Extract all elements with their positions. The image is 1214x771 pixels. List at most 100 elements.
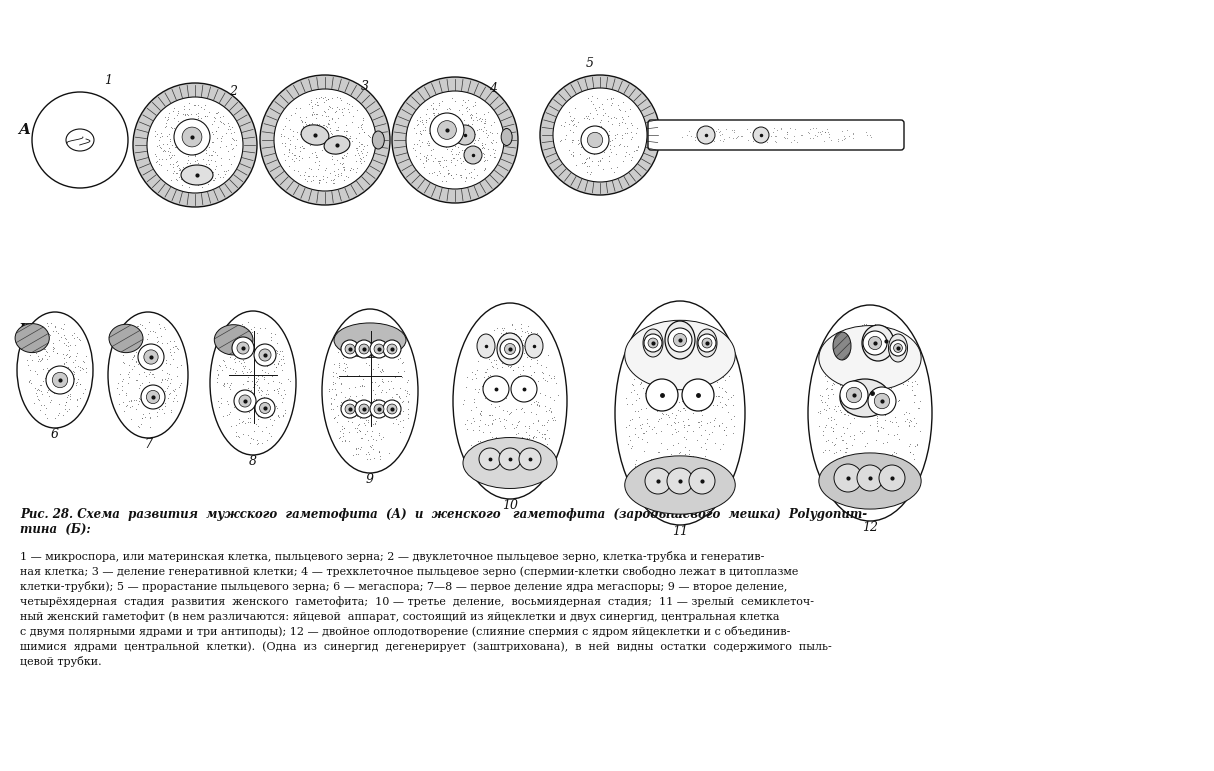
Point	[369, 316, 388, 328]
Point	[467, 434, 487, 446]
Point	[204, 174, 223, 187]
Point	[889, 335, 908, 348]
Point	[160, 135, 180, 147]
Circle shape	[382, 340, 401, 358]
Point	[114, 342, 134, 354]
Point	[229, 417, 249, 429]
Point	[344, 400, 363, 412]
Point	[481, 409, 500, 421]
Point	[172, 134, 192, 146]
Point	[523, 432, 543, 444]
Point	[322, 113, 341, 125]
Point	[707, 389, 726, 402]
Point	[169, 382, 188, 394]
Point	[811, 128, 830, 140]
Point	[753, 135, 772, 147]
Point	[336, 344, 356, 356]
Point	[418, 103, 437, 115]
Point	[651, 368, 670, 380]
Point	[883, 487, 902, 499]
Point	[761, 130, 781, 142]
Point	[239, 416, 259, 428]
Point	[470, 414, 489, 426]
Point	[354, 405, 374, 417]
Point	[467, 113, 487, 126]
Point	[193, 136, 212, 149]
Point	[835, 131, 855, 143]
Point	[585, 135, 605, 147]
Point	[189, 141, 209, 153]
Point	[641, 329, 660, 342]
Point	[169, 171, 188, 183]
Point	[374, 365, 393, 377]
Point	[166, 173, 186, 186]
Point	[443, 152, 463, 164]
Point	[233, 335, 253, 348]
Point	[429, 97, 448, 109]
Point	[328, 409, 347, 421]
Point	[461, 170, 481, 183]
Point	[328, 153, 347, 166]
Point	[493, 438, 512, 450]
Point	[713, 367, 732, 379]
Point	[118, 376, 137, 389]
Point	[168, 370, 187, 382]
Point	[713, 135, 732, 147]
Point	[362, 319, 381, 332]
Point	[632, 382, 652, 394]
Point	[256, 388, 276, 400]
Point	[188, 107, 208, 120]
Point	[192, 180, 211, 193]
Point	[663, 340, 682, 352]
Point	[446, 159, 465, 171]
Point	[887, 478, 907, 490]
Point	[147, 409, 166, 422]
Point	[635, 427, 654, 439]
Point	[169, 162, 188, 174]
Point	[665, 417, 685, 429]
Point	[743, 135, 762, 147]
Point	[189, 144, 209, 157]
Point	[866, 379, 885, 391]
Point	[322, 150, 341, 162]
Point	[509, 335, 528, 348]
Point	[178, 174, 198, 187]
Point	[710, 129, 730, 141]
Point	[261, 332, 280, 344]
Point	[232, 357, 251, 369]
Point	[333, 363, 352, 375]
Point	[663, 407, 682, 419]
Point	[161, 404, 181, 416]
Point	[163, 353, 182, 365]
Point	[497, 454, 516, 466]
Point	[419, 153, 438, 165]
Point	[32, 385, 51, 397]
Point	[670, 446, 690, 458]
Point	[615, 126, 635, 139]
Point	[511, 338, 531, 351]
Point	[304, 136, 323, 148]
Point	[178, 127, 198, 140]
Point	[670, 495, 690, 507]
Point	[686, 476, 705, 489]
Point	[314, 96, 334, 108]
Point	[875, 401, 895, 413]
Point	[836, 443, 856, 455]
Point	[223, 133, 243, 145]
Point	[577, 143, 596, 156]
Circle shape	[582, 126, 609, 154]
Point	[599, 150, 618, 163]
Circle shape	[147, 390, 159, 403]
Point	[158, 113, 177, 126]
Point	[484, 342, 504, 355]
Point	[472, 142, 492, 154]
Point	[151, 386, 170, 398]
Point	[244, 398, 263, 410]
Point	[220, 408, 239, 420]
Point	[617, 420, 636, 433]
Point	[556, 116, 575, 128]
Point	[262, 409, 282, 421]
Point	[348, 320, 368, 332]
Point	[325, 412, 345, 425]
Point	[529, 426, 549, 438]
